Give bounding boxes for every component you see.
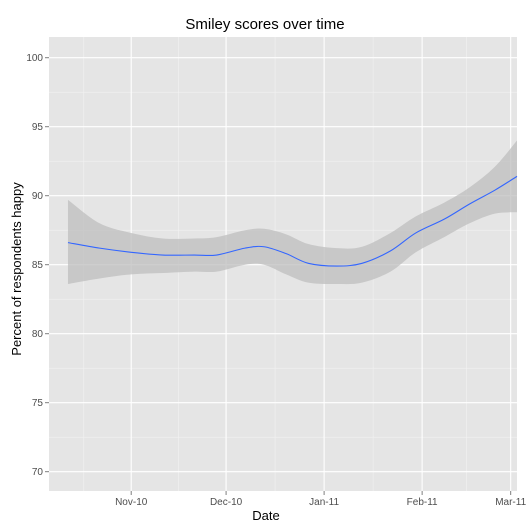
x-tick-label: Jan-11 xyxy=(309,497,339,508)
y-axis-title: Percent of respondents happy xyxy=(9,182,24,356)
y-axis: 70 75 80 85 90 95 100 xyxy=(26,53,49,478)
y-tick-label: 75 xyxy=(32,398,44,409)
x-tick-label: Dec-10 xyxy=(210,497,243,508)
x-axis: Nov-10 Dec-10 Jan-11 Feb-11 Mar-11 xyxy=(115,491,527,508)
y-tick-label: 80 xyxy=(32,329,44,340)
smooth-trend-line xyxy=(67,175,518,267)
y-tick-label: 95 xyxy=(32,122,44,133)
y-tick-label: 90 xyxy=(32,191,44,202)
x-tick-label: Mar-11 xyxy=(495,497,526,508)
x-tick-label: Feb-11 xyxy=(407,497,438,508)
y-tick-label: 70 xyxy=(32,467,44,478)
x-axis-title: Date xyxy=(252,508,279,523)
confidence-ribbon xyxy=(67,140,517,285)
x-tick-label: Nov-10 xyxy=(115,497,148,508)
chart-title: Smiley scores over time xyxy=(185,16,344,33)
y-tick-label: 100 xyxy=(26,53,43,64)
y-tick-label: 85 xyxy=(32,260,44,271)
